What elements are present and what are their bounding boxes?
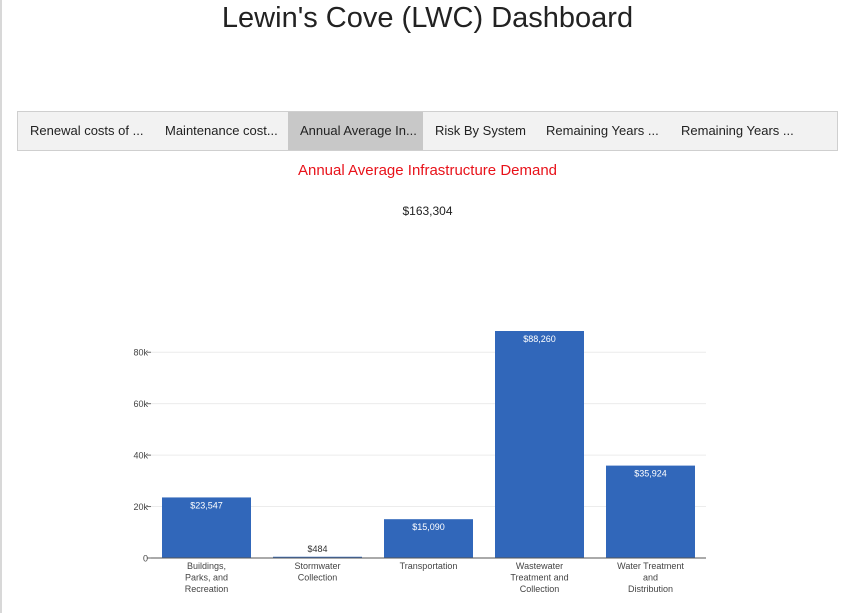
y-tick-label: 20k	[133, 502, 148, 512]
bar	[384, 519, 473, 558]
x-category-label: Wastewater	[516, 561, 563, 571]
bar	[495, 331, 584, 558]
tab-maintenance-costs[interactable]: Maintenance cost...	[165, 123, 278, 138]
x-category-label: Collection	[520, 584, 560, 594]
bar	[606, 465, 695, 558]
tab-renewal-costs[interactable]: Renewal costs of ...	[30, 123, 144, 138]
bar	[273, 556, 362, 558]
chart-total-value: $163,304	[402, 204, 453, 218]
page-left-border	[0, 0, 2, 613]
y-tick-label: 60k	[133, 399, 148, 409]
bar-data-label: $15,090	[412, 522, 445, 532]
x-category-label: Collection	[298, 573, 338, 583]
bar-data-label: $88,260	[523, 334, 556, 344]
bar-data-label: $484	[307, 544, 327, 554]
tab-risk-by-system[interactable]: Risk By System	[435, 123, 527, 138]
x-category-label: Treatment and	[510, 573, 568, 583]
x-category-label: Transportation	[400, 561, 458, 571]
dashboard-tab-bar: Renewal costs of ... Maintenance cost...…	[17, 111, 838, 151]
x-category-label: and	[643, 573, 658, 583]
chart-title: Annual Average Infrastructure Demand	[297, 162, 558, 179]
tab-remaining-years-2[interactable]: Remaining Years ...	[681, 123, 794, 138]
tab-annual-average-infrastructure[interactable]: Annual Average In...	[288, 112, 423, 150]
x-category-label: Distribution	[628, 584, 673, 594]
bar-data-label: $35,924	[634, 469, 667, 479]
x-category-label: Buildings,	[187, 561, 226, 571]
tab-remaining-years-1[interactable]: Remaining Years ...	[546, 123, 659, 138]
y-tick-label: 0	[143, 554, 148, 564]
y-tick-label: 40k	[133, 451, 148, 461]
bar-data-label: $23,547	[190, 500, 223, 510]
x-category-label: Parks, and	[185, 573, 228, 583]
page-title: Lewin's Cove (LWC) Dashboard	[221, 2, 634, 34]
y-tick-label: 80k	[133, 348, 148, 358]
x-category-label: Recreation	[185, 584, 229, 594]
x-category-label: Water Treatment	[617, 561, 684, 571]
bar	[162, 497, 251, 558]
x-category-label: Stormwater	[294, 561, 340, 571]
